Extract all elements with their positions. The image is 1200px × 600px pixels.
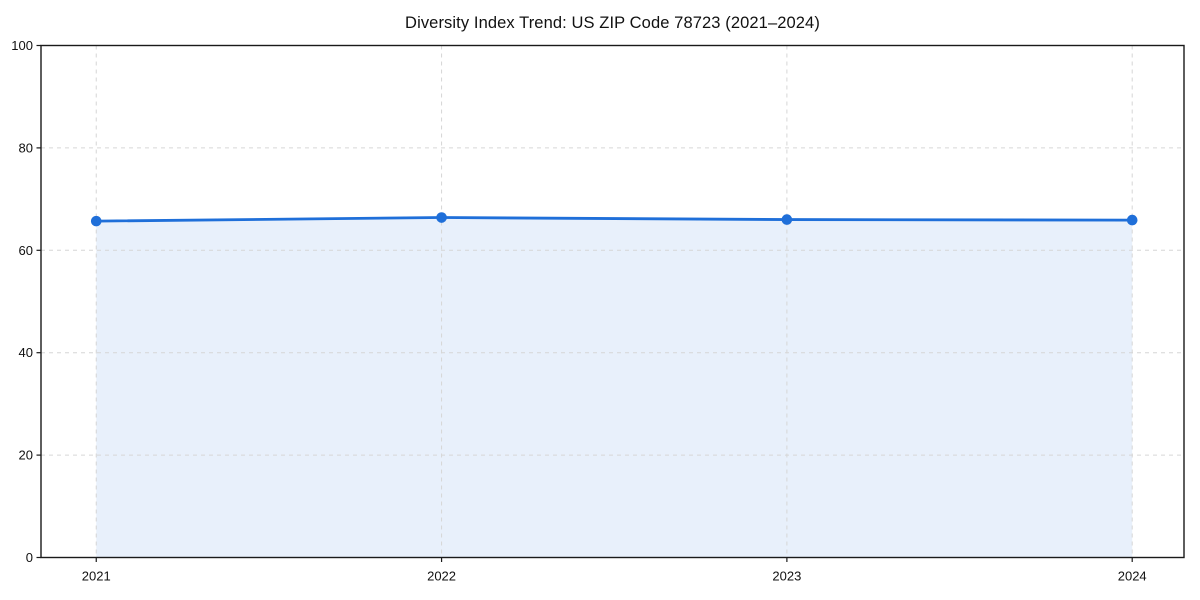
data-point-2023 [781,214,793,225]
x-tick-label: 2023 [772,569,801,584]
data-point-2022 [436,212,447,223]
plot-border [40,44,1185,559]
y-tick-label: 40 [19,345,33,360]
chart-title: Diversity Index Trend: US ZIP Code 78723… [405,14,820,32]
data-point-2024 [1126,214,1138,226]
area-fill [96,217,1133,558]
x-tick-label: 2021 [82,569,111,584]
y-tick-label: 0 [26,550,33,565]
data-point-2021 [90,215,102,227]
y-tick-label: 60 [19,243,33,258]
trend-line [94,216,1134,223]
y-tick-label: 80 [19,140,33,155]
y-tick-label: 100 [11,38,33,53]
x-tick-label: 2024 [1118,569,1147,584]
y-tick-label: 20 [19,448,33,463]
x-tick-label: 2022 [427,569,456,584]
